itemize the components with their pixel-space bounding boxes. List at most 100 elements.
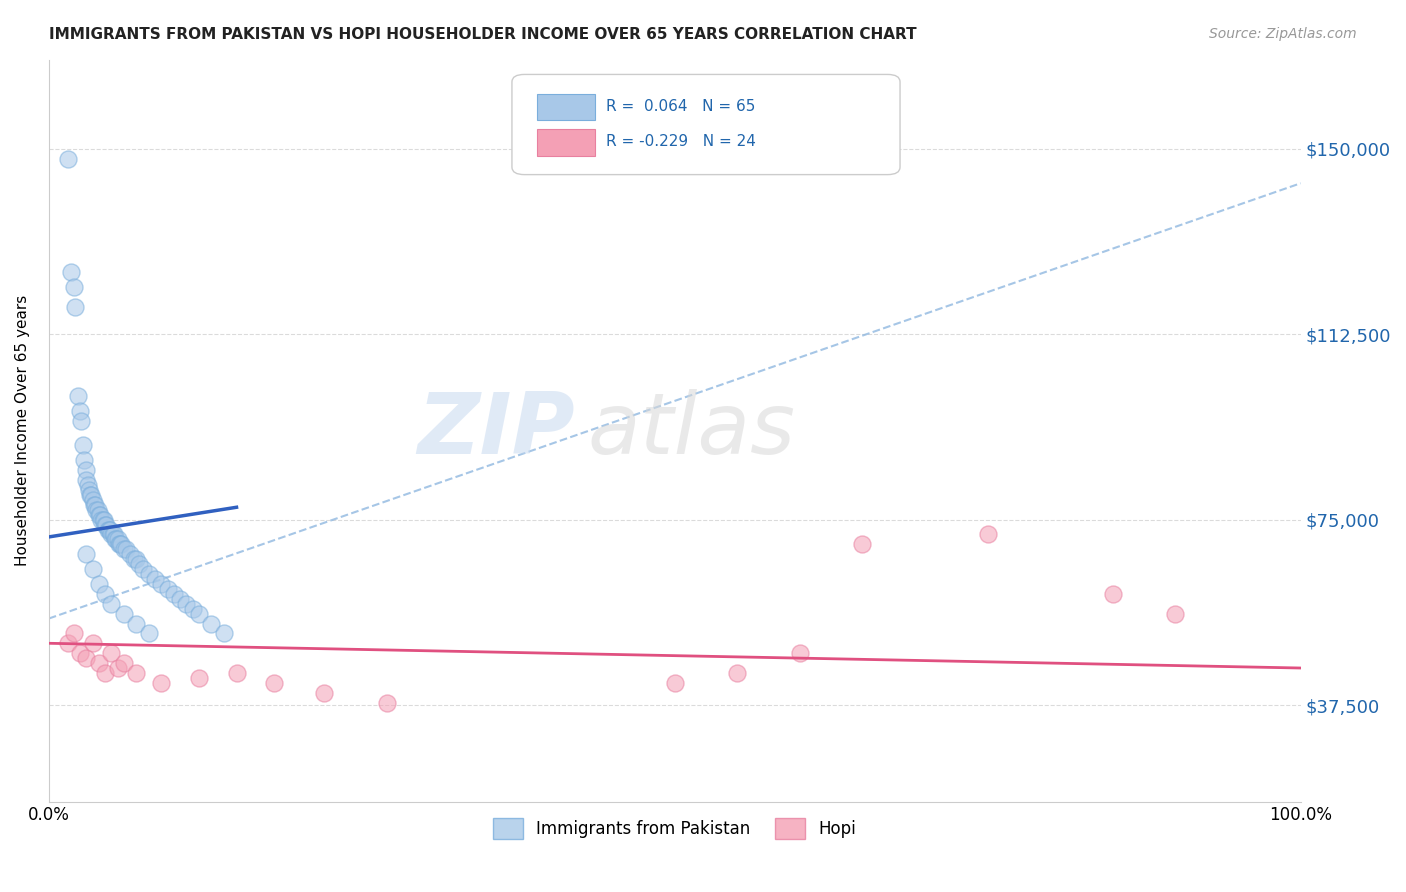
Point <box>107 661 129 675</box>
Point <box>156 582 179 596</box>
Point <box>163 587 186 601</box>
Point <box>100 597 122 611</box>
Point <box>73 453 96 467</box>
Point <box>101 527 124 541</box>
FancyBboxPatch shape <box>537 94 595 120</box>
Point <box>976 527 998 541</box>
Point <box>77 483 100 497</box>
Point <box>62 626 84 640</box>
Point <box>72 438 94 452</box>
Point <box>125 665 148 680</box>
Point <box>87 656 110 670</box>
Point <box>125 552 148 566</box>
Point <box>108 537 131 551</box>
Point <box>89 508 111 522</box>
Point <box>96 517 118 532</box>
Point <box>122 552 145 566</box>
Point <box>851 537 873 551</box>
Point <box>125 616 148 631</box>
Point <box>90 513 112 527</box>
Point <box>84 498 107 512</box>
Point <box>66 389 89 403</box>
Point <box>93 513 115 527</box>
Point <box>87 508 110 522</box>
Point <box>98 523 121 537</box>
Point <box>138 626 160 640</box>
Point <box>76 478 98 492</box>
Point <box>104 533 127 547</box>
Point <box>86 502 108 516</box>
Point <box>188 671 211 685</box>
Point <box>176 597 198 611</box>
Point <box>79 488 101 502</box>
Text: atlas: atlas <box>588 389 794 472</box>
Point <box>108 537 131 551</box>
Point <box>200 616 222 631</box>
Point <box>105 533 128 547</box>
Point <box>94 587 117 601</box>
Point <box>225 665 247 680</box>
Point <box>169 591 191 606</box>
Legend: Immigrants from Pakistan, Hopi: Immigrants from Pakistan, Hopi <box>486 812 863 846</box>
Point <box>128 557 150 571</box>
Point <box>86 502 108 516</box>
Point <box>69 404 91 418</box>
Point <box>87 577 110 591</box>
Point <box>110 537 132 551</box>
Point <box>97 523 120 537</box>
Point <box>375 696 398 710</box>
Point <box>789 646 811 660</box>
Point <box>62 280 84 294</box>
Point <box>314 686 336 700</box>
Point <box>138 567 160 582</box>
Point <box>188 607 211 621</box>
Point <box>82 562 104 576</box>
Text: R =  0.064   N = 65: R = 0.064 N = 65 <box>606 99 755 114</box>
Point <box>115 542 138 557</box>
Point <box>80 488 103 502</box>
Point <box>131 562 153 576</box>
Point <box>69 646 91 660</box>
Text: ZIP: ZIP <box>418 389 575 472</box>
Point <box>150 577 173 591</box>
Point <box>143 572 166 586</box>
Point <box>112 607 135 621</box>
Point <box>212 626 235 640</box>
Point <box>263 676 285 690</box>
Point <box>83 498 105 512</box>
Text: IMMIGRANTS FROM PAKISTAN VS HOPI HOUSEHOLDER INCOME OVER 65 YEARS CORRELATION CH: IMMIGRANTS FROM PAKISTAN VS HOPI HOUSEHO… <box>49 27 917 42</box>
Point <box>1102 587 1125 601</box>
Point <box>103 527 125 541</box>
Y-axis label: Householder Income Over 65 years: Householder Income Over 65 years <box>15 295 30 566</box>
Point <box>150 676 173 690</box>
Point <box>94 517 117 532</box>
FancyBboxPatch shape <box>537 129 595 156</box>
Point <box>91 513 114 527</box>
Point <box>725 665 748 680</box>
Point <box>56 636 79 650</box>
Point <box>100 646 122 660</box>
Point <box>120 547 142 561</box>
Point <box>75 473 97 487</box>
Point <box>94 665 117 680</box>
Point <box>60 265 83 279</box>
Point <box>112 542 135 557</box>
Text: R = -0.229   N = 24: R = -0.229 N = 24 <box>606 135 755 150</box>
Point <box>70 414 93 428</box>
Point <box>664 676 686 690</box>
Point <box>100 527 122 541</box>
FancyBboxPatch shape <box>512 74 900 175</box>
Point <box>75 547 97 561</box>
Point <box>82 636 104 650</box>
Point <box>75 651 97 665</box>
Point <box>82 492 104 507</box>
Point <box>63 300 86 314</box>
Point <box>112 656 135 670</box>
Point <box>181 601 204 615</box>
Text: Source: ZipAtlas.com: Source: ZipAtlas.com <box>1209 27 1357 41</box>
Point <box>75 463 97 477</box>
Point <box>1164 607 1187 621</box>
Point <box>107 533 129 547</box>
Point <box>97 523 120 537</box>
Point <box>56 152 79 166</box>
